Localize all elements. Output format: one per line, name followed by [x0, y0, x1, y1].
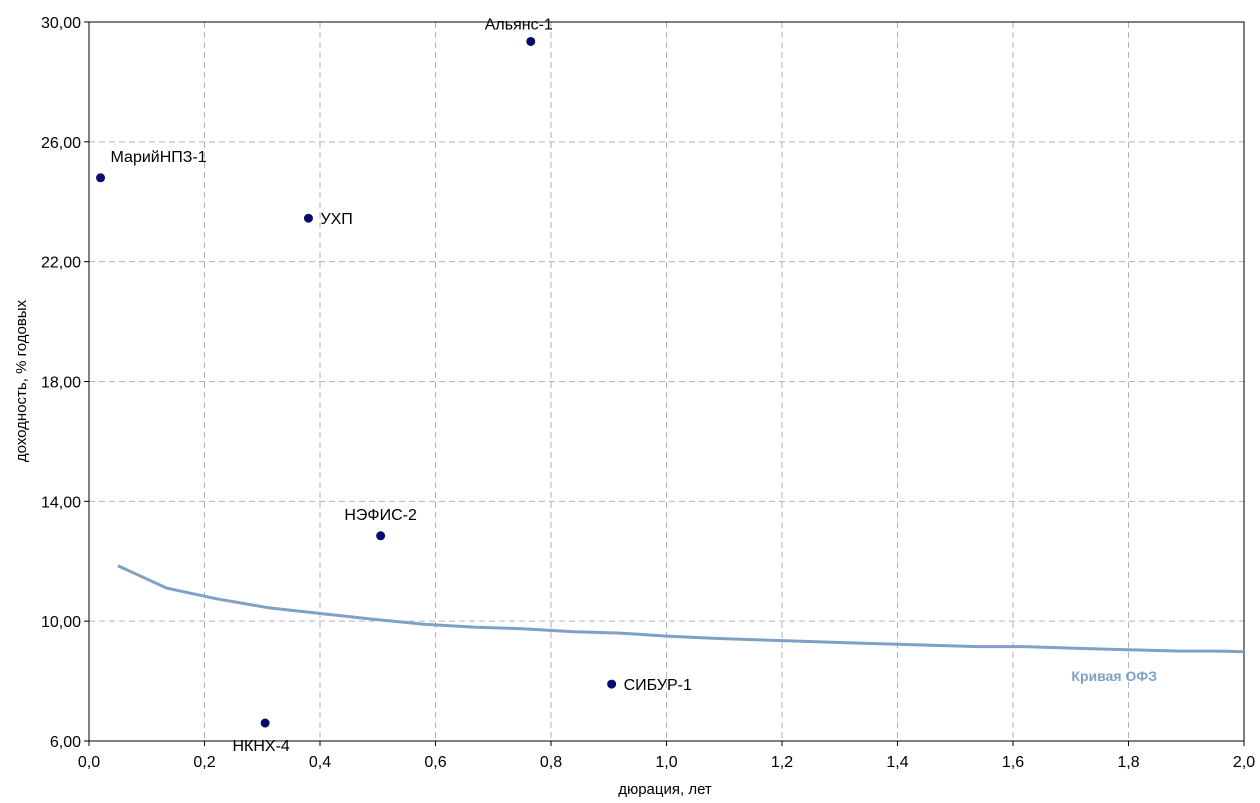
x-axis-title: дюрация, лет	[618, 781, 712, 798]
x-tick-label: 1,0	[655, 754, 677, 771]
x-tick-label: 0,2	[193, 754, 215, 771]
data-point-label: УХП	[320, 211, 352, 228]
data-point-label: НКНХ-4	[232, 738, 289, 755]
y-axis-title: доходность, % годовых	[13, 299, 30, 462]
grid-layer	[89, 22, 1244, 741]
y-tick-label: 6,00	[50, 734, 81, 751]
y-tick-label: 10,00	[41, 614, 81, 631]
data-point-label: СИБУР-1	[624, 677, 692, 694]
y-tick-label: 30,00	[41, 15, 81, 32]
x-tick-label: 1,6	[1002, 754, 1024, 771]
data-point	[607, 679, 617, 689]
series-layer: Кривая ОФЗ	[117, 564, 1245, 684]
x-tick-label: 0,0	[78, 754, 100, 771]
ofz-curve-line	[117, 564, 1245, 654]
data-point	[303, 213, 313, 223]
ofz-curve-label: Кривая ОФЗ	[1071, 668, 1157, 684]
y-tick-label: 22,00	[41, 255, 81, 272]
x-tick-label: 1,8	[1117, 754, 1139, 771]
x-tick-label: 0,6	[424, 754, 446, 771]
y-tick-label: 14,00	[41, 494, 81, 511]
x-tick-label: 2,0	[1233, 754, 1255, 771]
data-point	[96, 173, 106, 183]
data-point-label: Альянс-1	[485, 16, 553, 33]
data-point-label: НЭФИС-2	[344, 507, 417, 524]
x-tick-label: 1,4	[886, 754, 908, 771]
axis-layer: 0,0 0,2 0,4 0,6 0,8 1,0 1,2 1,4 1,6 1,8 2,0 6,00 10,…	[41, 15, 1255, 771]
y-tick-label: 26,00	[41, 135, 81, 152]
points-layer: Альянс-1 МарийНПЗ-1 УХП НЭФИС-2 СИБУР-1 НКНХ-…	[96, 16, 692, 755]
data-point	[376, 531, 386, 541]
data-point	[526, 36, 536, 46]
data-point	[260, 718, 270, 728]
data-point-label: МарийНПЗ-1	[111, 149, 207, 166]
y-tick-label: 18,00	[41, 375, 81, 392]
x-tick-label: 0,4	[309, 754, 331, 771]
x-tick-label: 1,2	[771, 754, 793, 771]
x-tick-label: 0,8	[540, 754, 562, 771]
